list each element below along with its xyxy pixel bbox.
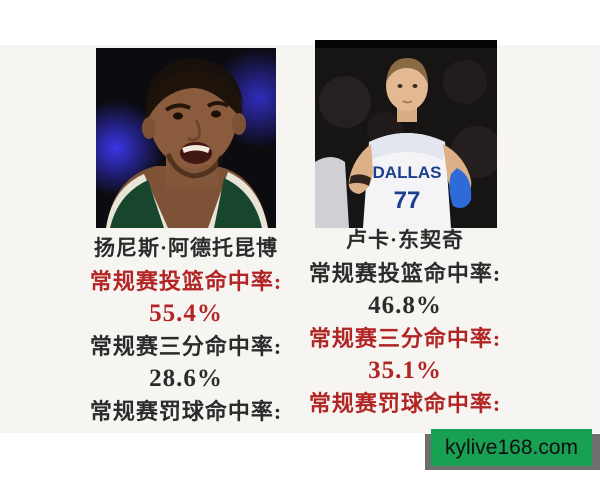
player-column-luka: DALLAS 77 卢卡·东契奇 常规赛投篮命中率: 46.8% 常规赛三分命中…: [285, 40, 525, 417]
luka-photo-illustration: DALLAS 77: [315, 40, 497, 228]
player-photo-luka: DALLAS 77: [315, 40, 497, 228]
stat-value-field-goal: 46.8%: [368, 292, 442, 319]
stat-label-free-throw: 常规赛罚球命中率:: [89, 399, 283, 424]
jersey-team-text: DALLAS: [373, 163, 442, 182]
jersey-number-text: 77: [394, 187, 421, 214]
stat-value-three-point: 35.1%: [368, 357, 442, 384]
stat-value-field-goal: 55.4%: [149, 300, 223, 327]
player-photo-giannis: [96, 48, 276, 228]
stat-label-three-point: 常规赛三分命中率:: [308, 326, 502, 351]
stat-label-field-goal: 常规赛投篮命中率:: [308, 261, 502, 286]
stat-label-three-point: 常规赛三分命中率:: [89, 334, 283, 359]
giannis-photo-illustration: [96, 48, 276, 228]
stat-value-three-point: 28.6%: [149, 365, 223, 392]
watermark-url: kylive168.com: [431, 429, 592, 466]
stat-label-field-goal: 常规赛投篮命中率:: [89, 269, 283, 294]
player-name: 扬尼斯·阿德托昆博: [93, 236, 278, 260]
player-name: 卢卡·东契奇: [345, 228, 464, 252]
content-area: 扬尼斯·阿德托昆博 常规赛投篮命中率: 55.4% 常规赛三分命中率: 28.6…: [0, 40, 600, 433]
stat-label-free-throw: 常规赛罚球命中率:: [308, 391, 502, 416]
player-column-giannis: 扬尼斯·阿德托昆博 常规赛投篮命中率: 55.4% 常规赛三分命中率: 28.6…: [66, 45, 306, 425]
